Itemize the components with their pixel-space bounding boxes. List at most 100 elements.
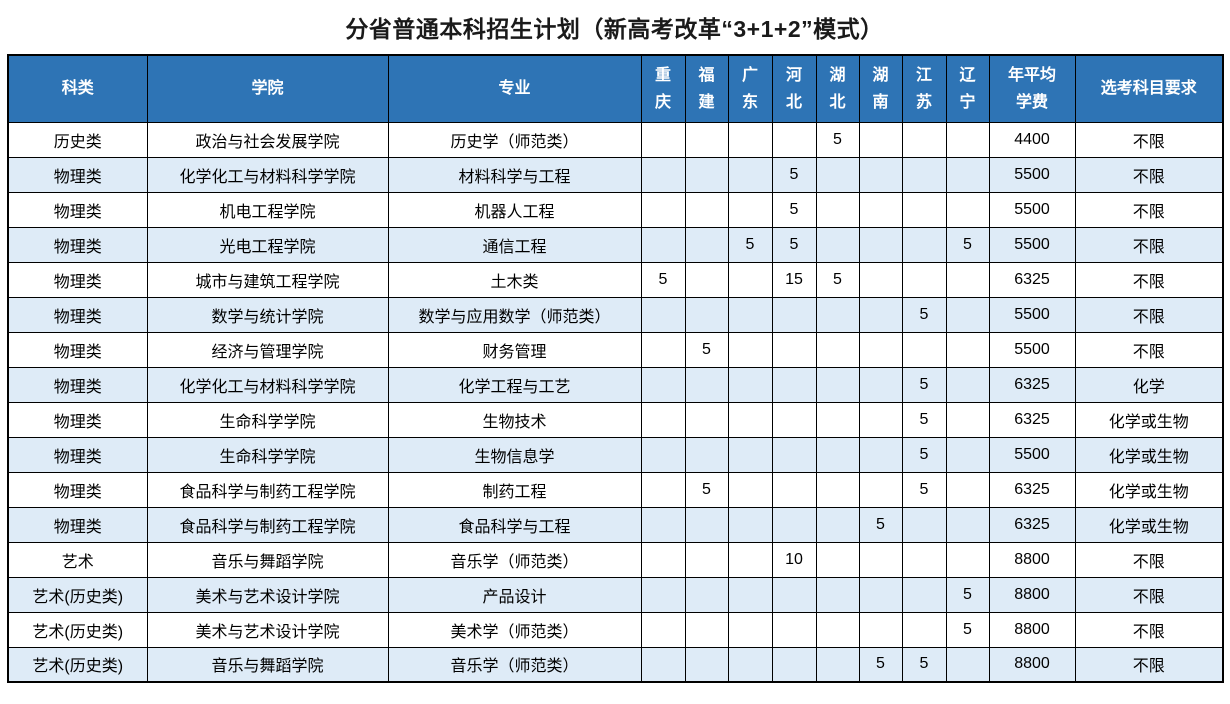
cell-requirement: 化学或生物 [1074, 436, 1224, 473]
cell-major: 美术学（师范类） [387, 611, 642, 648]
cell-college: 食品科学与制药工程学院 [146, 506, 389, 543]
col-header-ln: 辽 宁 [945, 54, 990, 123]
cell-requirement: 不限 [1074, 541, 1224, 578]
cell-fj [684, 226, 729, 263]
cell-tuition: 6325 [988, 471, 1076, 508]
cell-heb [771, 121, 817, 158]
cell-category: 物理类 [7, 261, 148, 298]
cell-cq: 5 [640, 261, 686, 298]
cell-fj [684, 506, 729, 543]
cell-js [901, 121, 947, 158]
cell-requirement: 不限 [1074, 121, 1224, 158]
cell-ln [945, 296, 990, 333]
cell-cq [640, 366, 686, 403]
cell-hun: 5 [858, 646, 903, 683]
cell-js: 5 [901, 401, 947, 438]
cell-hun [858, 121, 903, 158]
cell-category: 物理类 [7, 191, 148, 228]
cell-fj [684, 261, 729, 298]
cell-fj [684, 401, 729, 438]
cell-ln [945, 331, 990, 368]
cell-tuition: 5500 [988, 191, 1076, 228]
cell-fj [684, 191, 729, 228]
cell-js [901, 611, 947, 648]
cell-cq [640, 576, 686, 613]
cell-heb [771, 331, 817, 368]
col-header-heb: 河 北 [771, 54, 817, 123]
cell-major: 音乐学（师范类） [387, 646, 642, 683]
cell-fj [684, 436, 729, 473]
cell-requirement: 化学或生物 [1074, 401, 1224, 438]
cell-hun [858, 611, 903, 648]
cell-tuition: 8800 [988, 611, 1076, 648]
cell-gd [727, 296, 773, 333]
cell-college: 音乐与舞蹈学院 [146, 646, 389, 683]
cell-ln [945, 541, 990, 578]
cell-heb: 5 [771, 226, 817, 263]
cell-cq [640, 611, 686, 648]
cell-ln: 5 [945, 576, 990, 613]
cell-tuition: 5500 [988, 156, 1076, 193]
table-row: 物理类 化学化工与材料科学学院 化学工程与工艺 5 6325 化学 [7, 366, 1224, 403]
cell-heb [771, 576, 817, 613]
cell-gd [727, 331, 773, 368]
cell-js [901, 226, 947, 263]
cell-requirement: 不限 [1074, 191, 1224, 228]
cell-js [901, 541, 947, 578]
cell-js: 5 [901, 296, 947, 333]
cell-college: 化学化工与材料科学学院 [146, 366, 389, 403]
cell-tuition: 8800 [988, 646, 1076, 683]
cell-tuition: 5500 [988, 296, 1076, 333]
cell-ln [945, 471, 990, 508]
cell-tuition: 8800 [988, 541, 1076, 578]
table-row: 物理类 机电工程学院 机器人工程 5 5500 不限 [7, 191, 1224, 228]
cell-category: 物理类 [7, 226, 148, 263]
cell-major: 通信工程 [387, 226, 642, 263]
cell-hub: 5 [815, 121, 860, 158]
cell-hun [858, 576, 903, 613]
cell-ln: 5 [945, 611, 990, 648]
cell-ln [945, 366, 990, 403]
cell-heb [771, 646, 817, 683]
cell-gd [727, 121, 773, 158]
cell-gd [727, 541, 773, 578]
cell-js: 5 [901, 366, 947, 403]
col-header-college: 学院 [146, 54, 389, 123]
cell-cq [640, 191, 686, 228]
cell-college: 生命科学学院 [146, 436, 389, 473]
cell-js [901, 576, 947, 613]
cell-requirement: 不限 [1074, 261, 1224, 298]
table-row: 物理类 经济与管理学院 财务管理 5 5500 不限 [7, 331, 1224, 368]
col-header-gd: 广 东 [727, 54, 773, 123]
cell-ln [945, 506, 990, 543]
cell-requirement: 不限 [1074, 576, 1224, 613]
table-row: 物理类 数学与统计学院 数学与应用数学（师范类） 5 5500 不限 [7, 296, 1224, 333]
cell-hub [815, 366, 860, 403]
cell-heb [771, 471, 817, 508]
cell-cq [640, 401, 686, 438]
cell-cq [640, 331, 686, 368]
cell-college: 美术与艺术设计学院 [146, 611, 389, 648]
cell-ln [945, 121, 990, 158]
cell-gd [727, 401, 773, 438]
cell-heb [771, 296, 817, 333]
cell-hun [858, 436, 903, 473]
cell-hun: 5 [858, 506, 903, 543]
table-row: 物理类 城市与建筑工程学院 土木类 5 15 5 6325 不限 [7, 261, 1224, 298]
cell-requirement: 化学 [1074, 366, 1224, 403]
header-row: 科类 学院 专业重 庆福 建广 东河 北湖 北湖 南江 苏辽 宁年平均 学费 选考科目… [7, 54, 1224, 123]
cell-fj [684, 646, 729, 683]
cell-fj [684, 541, 729, 578]
cell-category: 物理类 [7, 156, 148, 193]
cell-hun [858, 156, 903, 193]
cell-heb: 10 [771, 541, 817, 578]
cell-js: 5 [901, 471, 947, 508]
cell-heb [771, 506, 817, 543]
cell-tuition: 5500 [988, 331, 1076, 368]
cell-gd [727, 576, 773, 613]
cell-heb [771, 436, 817, 473]
table-row: 物理类 生命科学学院 生物技术 5 6325 化学或生物 [7, 401, 1224, 438]
cell-hub [815, 646, 860, 683]
table-row: 艺术(历史类) 美术与艺术设计学院 美术学（师范类） 5 8800 不限 [7, 611, 1224, 648]
cell-major: 食品科学与工程 [387, 506, 642, 543]
